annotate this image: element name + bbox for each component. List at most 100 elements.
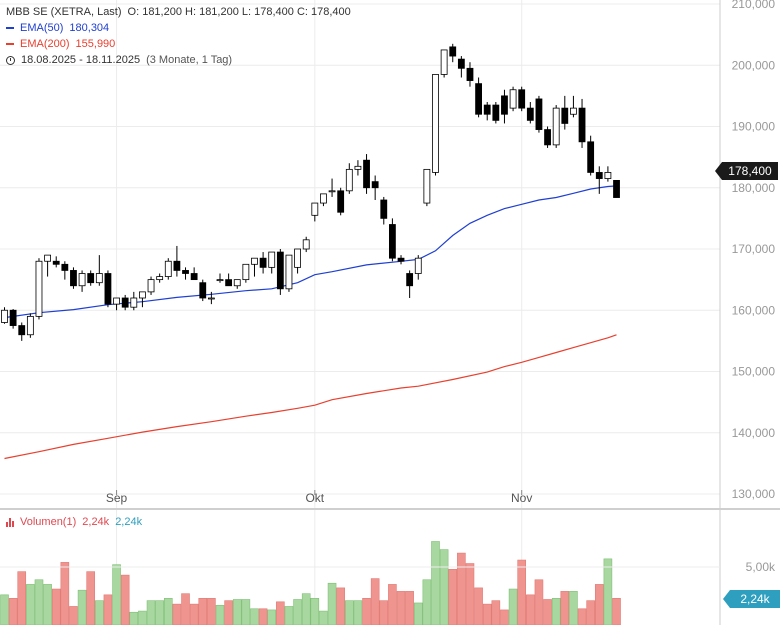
candle: [164, 258, 172, 280]
price-tick-label: 200,000: [732, 58, 776, 72]
candle-body: [216, 279, 224, 282]
volume-bar: [534, 579, 544, 625]
volume-bar: [482, 603, 492, 625]
volume-bar: [224, 600, 233, 625]
candle: [9, 309, 17, 329]
date-range: 18.08.2025 - 18.11.2025: [21, 54, 141, 66]
candle-body: [561, 107, 569, 124]
instrument-title: MBB SE (XETRA, Last): [6, 6, 122, 18]
candle: [156, 273, 164, 283]
candle: [388, 218, 396, 262]
volume-bar: [258, 608, 268, 625]
candle: [578, 98, 586, 148]
candle-body: [363, 159, 370, 189]
volume-bar: [336, 587, 345, 625]
volume-bar: [569, 591, 578, 625]
candle-body: [199, 282, 207, 299]
ema50-value: 180,304: [69, 22, 110, 34]
range-row: 18.08.2025 - 18.11.2025 (3 Monate, 1 Tag…: [6, 52, 351, 68]
volume-bar: [439, 549, 449, 625]
candle: [440, 49, 448, 78]
candle: [190, 267, 198, 281]
candle: [302, 236, 310, 253]
volume-bar: [0, 594, 9, 625]
price-tick-label: 130,000: [732, 487, 776, 501]
price-tick-label: 180,000: [732, 181, 776, 195]
candle-body: [544, 129, 551, 146]
volume-bar: [362, 598, 371, 625]
range-note: (3 Monate, 1 Tag): [146, 54, 233, 66]
volume-bar: [344, 600, 354, 625]
time-axis-labels: Sep Okt Nov: [106, 490, 532, 505]
candle-body: [26, 315, 34, 336]
candle-body: [388, 224, 396, 259]
time-tick-label: Sep: [106, 491, 128, 505]
last-volume-tag: 2,24k: [723, 590, 780, 608]
candle-body: [509, 89, 517, 109]
volume-bar: [43, 584, 52, 625]
candle-body: [483, 104, 491, 115]
candle-body: [182, 270, 189, 274]
candle-body: [233, 279, 241, 287]
price-tick-label: 210,000: [732, 0, 776, 11]
volume-bar: [422, 579, 432, 625]
volume-bar: [198, 598, 208, 625]
volume-bar: [51, 588, 61, 625]
volume-bar: [146, 600, 156, 625]
candle-body: [613, 179, 620, 198]
candle: [406, 270, 414, 298]
price-tick-label: 140,000: [732, 426, 776, 440]
volume-bar: [405, 591, 414, 625]
candle: [285, 254, 293, 292]
candle-body: [552, 107, 560, 146]
candle: [414, 255, 422, 280]
candle: [26, 313, 34, 338]
candle-body: [225, 279, 233, 287]
volume-bar: [17, 571, 27, 625]
candle: [354, 160, 362, 176]
candle-body: [414, 257, 422, 274]
candle: [242, 263, 250, 283]
volume-bar: [353, 600, 363, 625]
volume-bar: [431, 541, 440, 625]
candle-body: [1, 309, 8, 323]
ema50-swatch: [6, 27, 14, 29]
volume-bar: [120, 574, 130, 625]
price-grid: [0, 3, 720, 495]
ema200-legend[interactable]: EMA(200) 155,990: [6, 36, 351, 52]
candle: [570, 95, 577, 118]
volume-bar: [112, 564, 121, 625]
candle: [371, 175, 379, 200]
candle-body: [475, 83, 483, 115]
candle: [44, 254, 51, 277]
volume-bar: [508, 588, 518, 625]
candle-body: [535, 98, 543, 130]
candle-body: [52, 260, 60, 265]
candle-body: [345, 168, 353, 192]
volume-bar: [301, 593, 311, 625]
candle: [363, 154, 370, 194]
volume-legend[interactable]: Volumen(1) 2,24k 2,24k: [6, 516, 142, 528]
price-axis-labels: 130,000 140,000 150,000 160,000 170,000 180,0…: [732, 0, 776, 501]
candle-body: [328, 190, 336, 193]
candle: [311, 202, 319, 222]
candle: [320, 193, 327, 207]
candle: [35, 258, 43, 320]
candle: [173, 245, 181, 277]
candle-body: [173, 260, 181, 271]
time-tick-label: Nov: [511, 491, 532, 505]
volume-bar: [77, 589, 87, 625]
volume-bar: [284, 606, 294, 625]
candle-body: [371, 181, 379, 189]
volume-bar: [86, 571, 95, 625]
candle: [95, 255, 103, 286]
volume-bar: [250, 608, 259, 625]
candle-body: [354, 165, 362, 170]
volume-bar: [129, 611, 139, 625]
volume-bar: [69, 606, 78, 625]
volume-bar: [560, 591, 570, 625]
volume-bar: [457, 552, 466, 625]
ema50-legend[interactable]: EMA(50) 180,304: [6, 20, 351, 36]
candle-body: [121, 297, 129, 308]
candle-body: [35, 260, 43, 317]
